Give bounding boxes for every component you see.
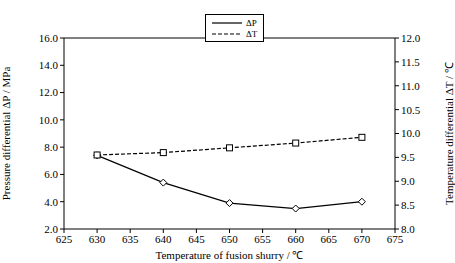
svg-text:11.5: 11.5 (401, 56, 420, 68)
svg-text:9.0: 9.0 (401, 175, 415, 187)
svg-text:635: 635 (122, 233, 139, 245)
svg-text:14.0: 14.0 (39, 59, 59, 71)
svg-text:4.0: 4.0 (44, 196, 58, 208)
svg-text:10.5: 10.5 (401, 104, 421, 116)
svg-text:Temperature of fusion shurry /: Temperature of fusion shurry / ℃ (156, 249, 304, 261)
svg-text:640: 640 (155, 233, 172, 245)
svg-text:675: 675 (386, 232, 404, 245)
html-text:ΔT: ΔT (246, 28, 258, 39)
svg-text:8.5: 8.5 (401, 199, 415, 211)
svg-text:650: 650 (221, 233, 238, 245)
svg-text:625: 625 (56, 233, 73, 245)
svg-text:670: 670 (354, 233, 371, 245)
svg-text:12.0: 12.0 (39, 86, 59, 98)
svg-text:655: 655 (254, 233, 271, 245)
svg-text:630: 630 (89, 233, 106, 245)
html-text:ΔP: ΔP (246, 17, 257, 28)
svg-text:10.0: 10.0 (401, 127, 421, 139)
svg-text:16.0: 16.0 (39, 32, 59, 44)
svg-text:6.0: 6.0 (44, 168, 58, 180)
svg-text:660: 660 (287, 233, 304, 245)
svg-text:Pressure differential ΔP / MPa: Pressure differential ΔP / MPa (8, 67, 12, 201)
svg-text:665: 665 (321, 233, 338, 245)
svg-text:10.0: 10.0 (39, 114, 59, 126)
svg-text:8.0: 8.0 (401, 223, 415, 235)
svg-text:645: 645 (188, 233, 205, 245)
svg-text:8.0: 8.0 (44, 141, 58, 153)
svg-text:2.0: 2.0 (44, 223, 58, 235)
svg-text:11.0: 11.0 (401, 80, 420, 92)
svg-text:9.5: 9.5 (401, 151, 415, 163)
svg-text:Temperature differential ΔT /: Temperature differential ΔT / ℃ (443, 62, 447, 205)
svg-text:12.0: 12.0 (401, 32, 421, 44)
